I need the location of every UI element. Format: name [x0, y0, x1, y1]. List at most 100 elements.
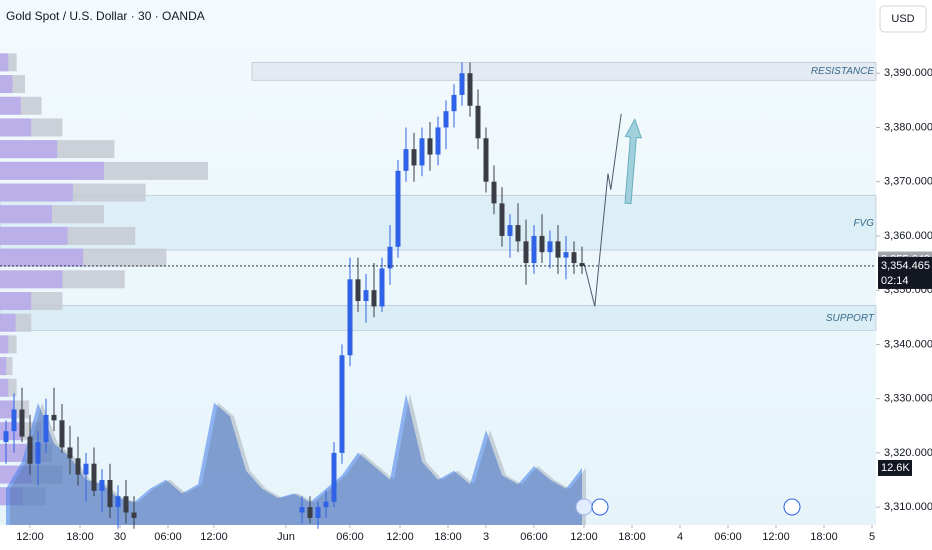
projection-path: [583, 113, 622, 307]
x-tick-label: 3: [483, 531, 489, 543]
candle: [555, 225, 561, 274]
x-tick-label: 12:00: [570, 531, 598, 543]
candle: [331, 442, 337, 508]
candle-body: [3, 431, 9, 443]
profile-bar-part: [0, 140, 58, 159]
candle: [355, 257, 361, 312]
profile-row: [0, 357, 13, 376]
candle-body: [371, 290, 377, 307]
candle-body: [75, 458, 81, 475]
flag-icon[interactable]: [591, 498, 609, 516]
profile-bar-part: [0, 96, 21, 115]
zone: [0, 304, 877, 331]
x-tick-label: 12:00: [386, 531, 414, 543]
candle: [19, 387, 25, 443]
candle: [27, 414, 33, 475]
profile-bar-part: [0, 75, 13, 94]
candle: [67, 425, 73, 475]
y-tick-label: 3,360.000: [884, 230, 932, 242]
candle-body: [427, 138, 433, 155]
candle-body: [507, 225, 513, 236]
x-tick-label: 12:00: [200, 531, 228, 543]
candle-body: [27, 436, 33, 464]
y-tick-label: 3,330.000: [884, 393, 932, 405]
event-icon[interactable]: [575, 498, 593, 516]
profile-row: [0, 75, 25, 94]
candle-body: [131, 512, 137, 518]
volume-area: [6, 393, 582, 525]
volume-tag: [878, 459, 912, 476]
profile-bar-part: [0, 183, 73, 202]
candle-body: [491, 181, 497, 204]
profile-bar-part: [0, 378, 9, 397]
candle-body: [467, 73, 473, 106]
candle: [115, 485, 121, 529]
candle: [59, 404, 65, 453]
profile-row: [0, 161, 208, 180]
candle: [387, 225, 393, 285]
x-tick-label: 06:00: [714, 531, 742, 543]
y-tick-label: 3,390.000: [884, 67, 932, 79]
currency-button[interactable]: [879, 5, 927, 33]
volume-area-shade: [10, 393, 586, 525]
profile-row: [0, 378, 17, 397]
x-tick-label: 12:00: [16, 531, 44, 543]
profile-row: [0, 248, 167, 267]
candle: [499, 187, 505, 247]
profile-row: [0, 183, 146, 202]
candle: [547, 230, 553, 269]
candle: [403, 127, 409, 182]
candle-body: [531, 235, 537, 264]
y-tick-label: 3,310.000: [884, 501, 932, 513]
candle-body: [443, 111, 449, 128]
candle-body: [67, 447, 73, 459]
profile-row: [0, 270, 125, 289]
chart-title: Gold Spot / U.S. Dollar · 30 · OANDA: [6, 9, 205, 23]
candle: [507, 214, 513, 258]
candle-body: [323, 501, 329, 508]
x-tick-label: Jun: [277, 531, 295, 543]
candle-body: [115, 496, 121, 508]
candle-body: [347, 279, 353, 356]
candle: [11, 393, 17, 453]
candle: [83, 452, 89, 502]
profile-row: [0, 118, 63, 137]
x-tick-label: 18:00: [810, 531, 838, 543]
candle: [323, 490, 329, 518]
candle: [475, 89, 481, 150]
y-tick-label: 3,380.000: [884, 121, 932, 133]
profile-row: [0, 226, 136, 245]
zone-label: RESISTANCE: [811, 66, 874, 77]
candle-body: [51, 414, 57, 421]
candle: [515, 203, 521, 253]
candle-body: [331, 452, 337, 502]
candle-body: [123, 496, 129, 513]
y-tick-label: 3,370.000: [884, 176, 932, 188]
profile-bar-part: [0, 443, 26, 462]
candle: [131, 496, 137, 529]
candle: [451, 84, 457, 128]
candle-body: [523, 241, 529, 264]
candle-body: [555, 241, 561, 258]
candle: [307, 496, 313, 524]
candle-body: [355, 279, 361, 302]
candle: [91, 447, 97, 497]
candle-body: [571, 252, 577, 264]
candle-body: [403, 149, 409, 171]
x-tick-label: 18:00: [618, 531, 646, 543]
candle-body: [539, 235, 545, 253]
zone: [251, 62, 877, 81]
zone: [0, 194, 877, 251]
zone-label: SUPPORT: [826, 313, 875, 324]
currency-label[interactable]: USD: [891, 13, 914, 25]
candle-body: [563, 252, 569, 258]
candle-body: [499, 203, 505, 236]
flag-icon[interactable]: [783, 498, 801, 516]
y-tick-label: 3,320.000: [884, 447, 932, 459]
candle-body: [579, 263, 585, 266]
candle-body: [547, 241, 553, 253]
profile-row: [0, 96, 42, 115]
candle: [371, 263, 377, 318]
candle-body: [59, 420, 65, 448]
candle: [435, 116, 441, 166]
